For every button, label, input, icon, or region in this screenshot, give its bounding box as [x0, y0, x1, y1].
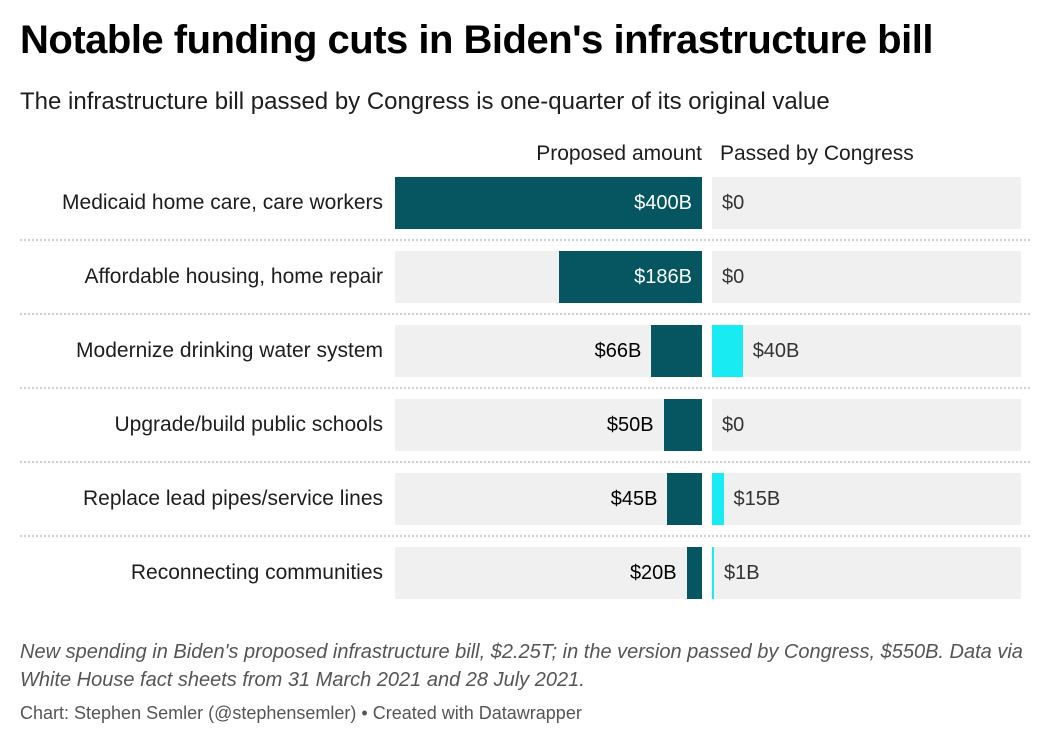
row-label: Upgrade/build public schools: [114, 413, 384, 436]
passed-track: [712, 177, 1021, 229]
chart-title: Notable funding cuts in Biden's infrastr…: [20, 18, 933, 62]
proposed-bar: [395, 177, 702, 229]
proposed-value-label: $45B: [610, 488, 658, 510]
proposed-bar: [667, 473, 702, 525]
proposed-track: [395, 547, 702, 599]
passed-track: [712, 251, 1021, 303]
passed-value-label: $0: [722, 414, 745, 436]
proposed-track: [395, 325, 702, 377]
row-divider: [20, 461, 1030, 463]
row-divider: [20, 535, 1030, 537]
proposed-track: [395, 473, 702, 525]
chart-subtitle: The infrastructure bill passed by Congre…: [20, 88, 830, 115]
row-label: Replace lead pipes/service lines: [83, 487, 383, 510]
chart-notes: New spending in Biden's proposed infrast…: [20, 641, 1023, 691]
passed-value-label: $40B: [752, 340, 800, 362]
column-header-proposed: Proposed amount: [536, 142, 702, 165]
row-label: Modernize drinking water system: [76, 339, 383, 362]
passed-bar: [712, 325, 743, 377]
row-label: Medicaid home care, care workers: [62, 191, 383, 214]
proposed-track: [395, 399, 702, 451]
proposed-value-label: $186B: [634, 266, 692, 288]
row-label: Reconnecting communities: [130, 561, 383, 584]
proposed-bar: [663, 399, 702, 451]
passed-track: [712, 473, 1021, 525]
column-header-passed: Passed by Congress: [720, 142, 914, 165]
passed-value-label: $0: [722, 266, 745, 288]
row-divider: [20, 387, 1030, 389]
proposed-bar: [651, 325, 702, 377]
passed-track: [712, 325, 1021, 377]
passed-bar: [712, 473, 724, 525]
proposed-value-label: $20B: [629, 562, 677, 584]
proposed-bar: [559, 251, 702, 303]
passed-track: [712, 547, 1021, 599]
row-divider: [20, 313, 1030, 315]
chart-credit: Chart: Stephen Semler (@stephensemler) •…: [20, 703, 582, 723]
passed-value-label: $1B: [724, 562, 760, 584]
proposed-value-label: $50B: [606, 414, 654, 436]
split-bar-chart: Medicaid home care, care workers $400B $0 A…: [20, 177, 1030, 599]
row-divider: [20, 239, 1030, 241]
proposed-bar: [686, 547, 702, 599]
proposed-value-label: $66B: [594, 340, 642, 362]
passed-bar: [712, 547, 714, 599]
passed-value-label: $0: [722, 192, 745, 214]
passed-value-label: $15B: [733, 488, 781, 510]
row-label: Affordable housing, home repair: [84, 265, 383, 288]
passed-track: [712, 399, 1021, 451]
proposed-value-label: $400B: [634, 192, 692, 214]
